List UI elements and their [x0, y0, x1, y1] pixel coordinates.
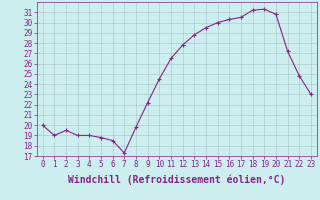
X-axis label: Windchill (Refroidissement éolien,°C): Windchill (Refroidissement éolien,°C): [68, 175, 285, 185]
